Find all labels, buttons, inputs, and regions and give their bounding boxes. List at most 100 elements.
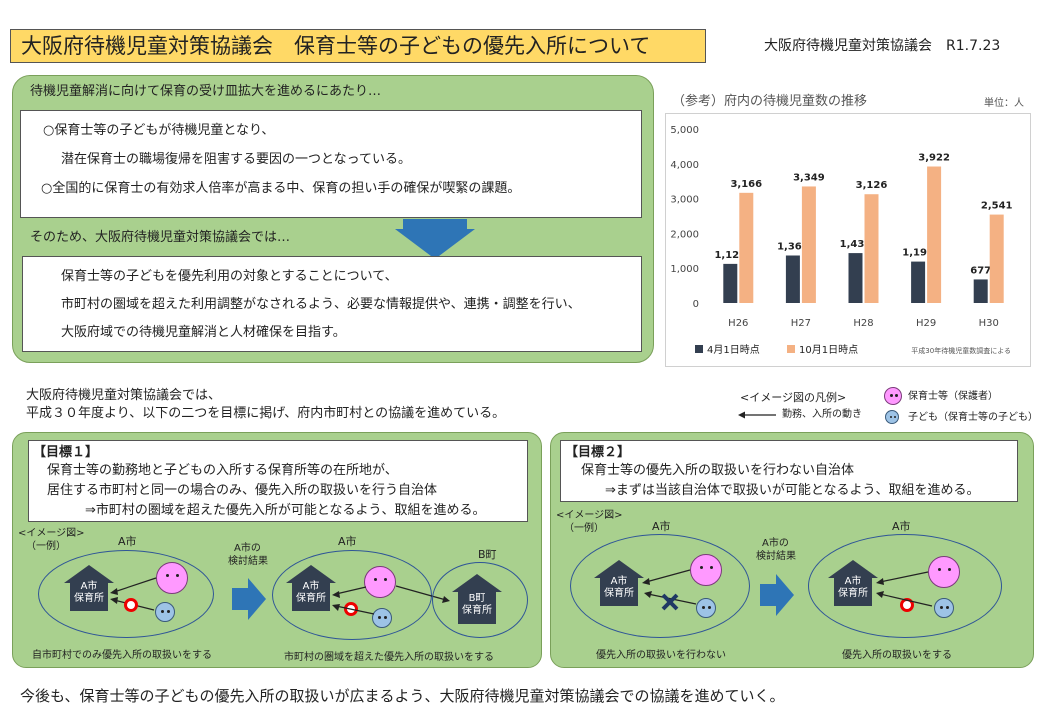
parent-face-icon [690, 554, 722, 586]
data-label: 3,126 [856, 180, 888, 191]
parent-face-icon [884, 387, 902, 405]
arrow-label: A市の [762, 538, 789, 549]
x-tick-label: H30 [979, 318, 999, 329]
data-label: 3,922 [918, 153, 950, 164]
city-a-area [38, 550, 214, 638]
intro-box-2: 保育士等の子どもを優先利用の対象とすることについて、 市町村の圏域を超えた利用調… [22, 256, 642, 352]
goal1-image-sub: （一例） [26, 541, 66, 552]
intro-box-1: ○保育士等の子どもが待機児童となり、 潜在保育士の職場復帰を阻害する要因の一つと… [20, 110, 642, 218]
city-a-area [272, 550, 432, 640]
chart-title: （参考）府内の待機児童数の推移 [672, 94, 868, 109]
arrow-label: A市の [234, 543, 261, 554]
nursery-label: A市 [844, 576, 862, 587]
goal2-caption-left: 優先入所の取扱いを行わない [596, 650, 726, 661]
city-a-label: A市 [338, 535, 357, 548]
goal1-caption-left: 自市町村でのみ優先入所の取扱いをする [32, 650, 212, 661]
city-b-area [432, 562, 528, 638]
bar-april [848, 253, 863, 303]
nursery-label: 保育所 [74, 593, 104, 604]
city-a-label: A市 [118, 535, 137, 548]
nursery-label: 保育所 [838, 588, 868, 599]
bar-october [989, 214, 1004, 303]
goal1-label: 【目標１】 [33, 445, 99, 460]
nursery-label: A市 [610, 576, 628, 587]
nursery-house-icon [594, 560, 644, 606]
city-a-label: A市 [892, 520, 911, 533]
goal2-box: 【目標２】 保育士等の優先入所の取扱いを行わない自治体 ⇒まずは当該自治体で取扱… [560, 440, 1018, 502]
arrow-left-icon [738, 411, 776, 419]
goal1-line: 居住する市町村と同一の場合のみ、優先入所の取扱いを行う自治体 [47, 483, 438, 498]
legend-pink-label: 保育士等（保護者） [908, 391, 998, 402]
nursery-label: 保育所 [604, 588, 634, 599]
goal1-box: 【目標１】 保育士等の勤務地と子どもの入所する保育所等の在所地が、 居住する市町… [28, 440, 528, 522]
movement-arrows [876, 571, 933, 607]
intro-line: 市町村の圏域を超えた利用調整がなされるよう、必要な情報提供や、連携・調整を行い、 [61, 297, 581, 312]
nursery-label: 保育所 [296, 593, 326, 604]
child-face-icon [696, 598, 716, 618]
goal1-image-label: <イメージ図> [18, 528, 85, 539]
city-a-area [570, 534, 750, 638]
intro-lead: 待機児童解消に向けて保育の受け皿拡大を進めるにあたり… [30, 84, 382, 99]
intro-line: ○保育士等の子どもが待機児童となり、 [43, 123, 275, 138]
y-tick-label: 5,000 [670, 125, 699, 136]
goals-intro-line: 大阪府待機児童対策協議会では、 [26, 388, 222, 403]
goal2-caption-right: 優先入所の取扱いをする [842, 650, 952, 661]
bar-april [785, 255, 800, 303]
data-label: 3,166 [730, 179, 762, 190]
parent-face-icon [364, 566, 396, 598]
nursery-house-icon [64, 565, 114, 611]
nursery-house-icon [452, 574, 502, 624]
data-label: 677 [970, 265, 991, 276]
intro-line: 潜在保育士の職場復帰を阻害する要因の一つとなっている。 [61, 152, 411, 167]
arrow-label: 検討結果 [756, 551, 796, 562]
x-tick-label: H29 [916, 318, 936, 329]
nursery-label: B町 [468, 593, 486, 604]
legend-swatch [787, 345, 795, 353]
legend-title: <イメージ図の凡例> [740, 391, 847, 404]
legend-label: 10月1日時点 [799, 344, 858, 356]
data-label: 1,434 [840, 239, 872, 250]
city-a-area [808, 534, 1002, 638]
legend-swatch [695, 345, 703, 353]
legend-label: 4月1日時点 [707, 344, 760, 356]
right-arrow-icon [232, 578, 266, 620]
data-label: 1,190 [902, 248, 934, 259]
goal1-line: 保育士等の勤務地と子どもの入所する保育所等の在所地が、 [47, 463, 398, 478]
data-label: 1,124 [714, 250, 746, 261]
goal2-label: 【目標２】 [565, 445, 631, 460]
chart-frame [665, 113, 1031, 367]
bar-april [973, 279, 988, 303]
intro-line: ○全国的に保育士の有効求人倍率が高まる中、保育の担い手の確保が喫緊の課題。 [41, 181, 521, 196]
x-tick-label: H28 [853, 318, 873, 329]
right-arrow-icon [760, 574, 794, 616]
bar-october [864, 194, 879, 303]
legend-blue-label: 子ども（保育士等の子ども） [908, 412, 1038, 423]
bar-chart: 5,000 4,000 3,000 2,000 1,000 0 1,124 3,166 H26 1… [670, 125, 1012, 356]
down-arrow-icon [395, 219, 475, 259]
goal1-caption-right: 市町村の圏域を超えた優先入所の取扱いをする [284, 652, 494, 663]
x-tick-label: H27 [791, 318, 811, 329]
goal2-image-label: <イメージ図> [556, 510, 623, 521]
bar-april [911, 261, 926, 303]
y-tick-label: 2,000 [670, 229, 699, 240]
footer-text: 今後も、保育士等の子どもの優先入所の取扱いが広まるよう、大阪府待機児童対策協議会… [20, 687, 785, 705]
nursery-label: A市 [302, 581, 320, 592]
data-label: 1,365 [777, 241, 809, 252]
bar-april [723, 263, 738, 303]
intro-line: 大阪府域での待機児童解消と人材確保を目指す。 [61, 325, 346, 340]
bar-october [801, 186, 816, 303]
goal2-image-sub: （一例） [564, 523, 604, 534]
nursery-label: A市 [80, 581, 98, 592]
y-tick-label: 3,000 [670, 195, 699, 206]
intro-line: 保育士等の子どもを優先利用の対象とすることについて、 [61, 269, 398, 284]
city-b-label: B町 [478, 548, 497, 561]
child-face-icon [155, 602, 175, 622]
cross-mark-icon [661, 593, 679, 611]
y-tick-label: 1,000 [670, 264, 699, 275]
parent-face-icon [156, 562, 188, 594]
nursery-label: 保育所 [462, 605, 492, 616]
legend-arrow-label: 勤務、入所の動き [782, 409, 862, 420]
bar-october [927, 166, 942, 303]
child-face-icon [934, 598, 954, 618]
data-label: 3,349 [793, 172, 825, 183]
